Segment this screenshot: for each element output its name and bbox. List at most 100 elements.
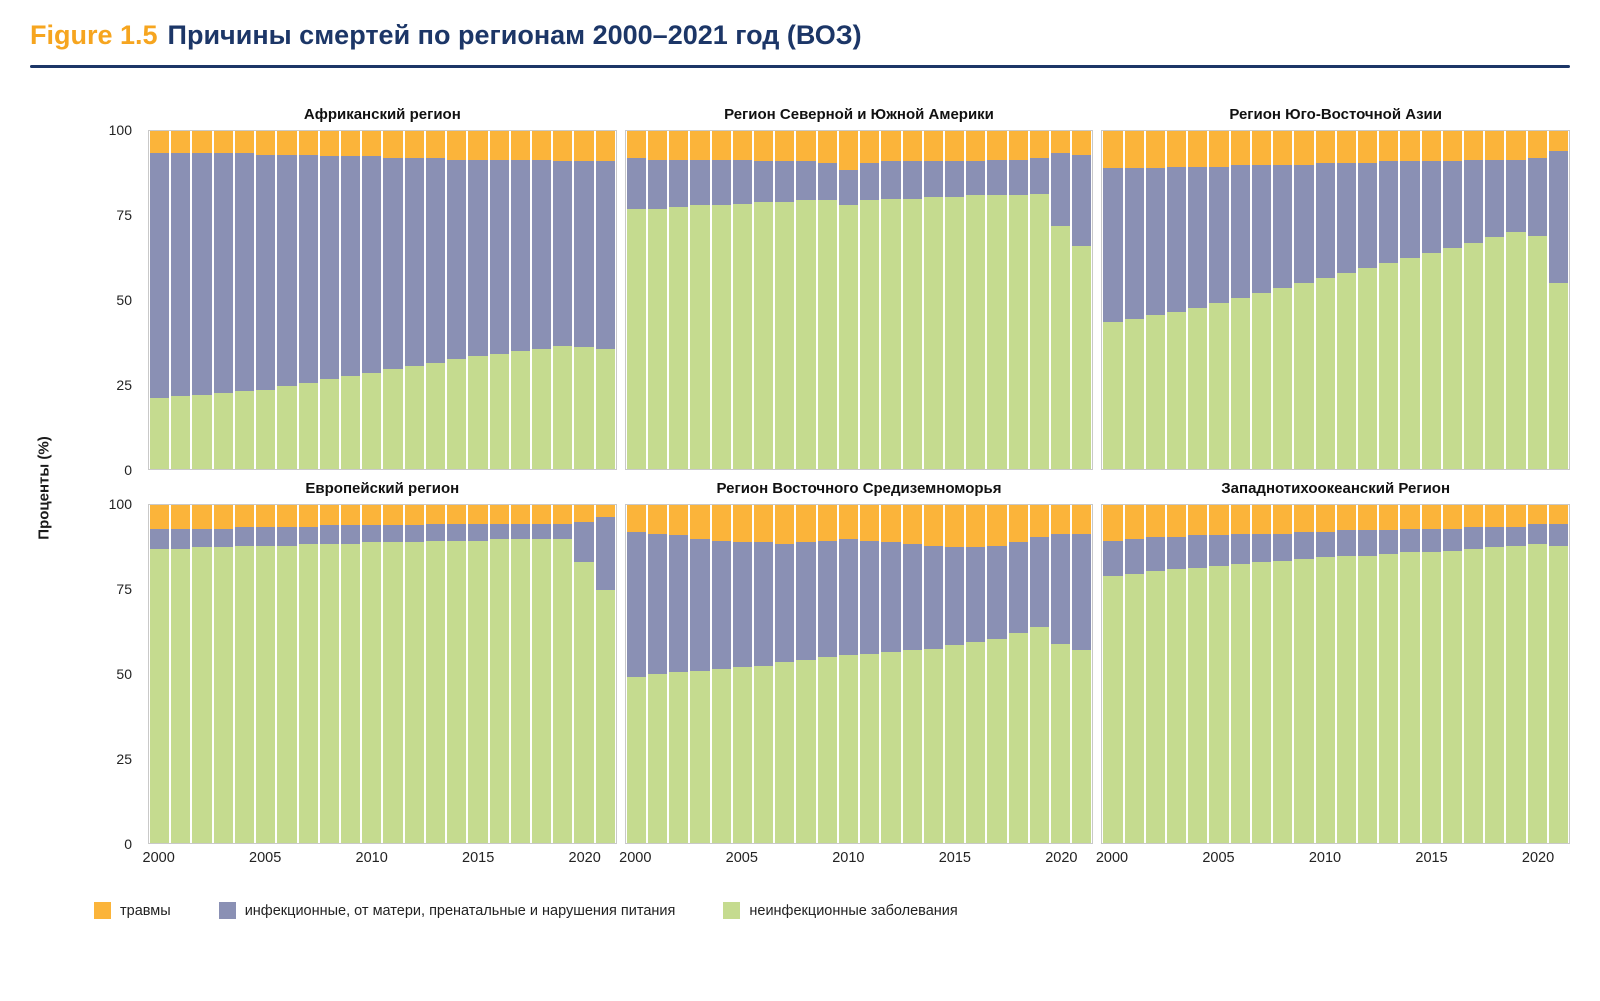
bar-segment-ncd (944, 196, 965, 469)
bar-segment-injuries (1464, 505, 1484, 527)
bar-segment-infectious (1421, 161, 1441, 253)
bar-segment-infectious (213, 528, 233, 548)
bar-segment-infectious (711, 540, 731, 669)
bar-segment-injuries (192, 131, 212, 153)
bar-segment-injuries (1336, 131, 1356, 164)
stacked-bar-2020 (1527, 505, 1547, 843)
stacked-bar-2007 (298, 131, 318, 469)
bar-segment-injuries (447, 131, 467, 160)
bar-segment-injuries (881, 505, 901, 543)
bar-segment-ncd (1527, 235, 1547, 469)
bar-segment-infectious (626, 532, 646, 678)
bar-segment-ncd (595, 589, 615, 843)
legend: травмы инфекционные, от матери, пренаталь… (94, 902, 1570, 919)
stacked-bar-2012 (1357, 131, 1378, 469)
stacked-bar-2019 (1029, 131, 1050, 469)
stacked-bar-2001 (171, 131, 191, 469)
stacked-bar-2008 (319, 505, 339, 843)
bar-segment-ncd (447, 359, 467, 469)
bar-segment-infectious (425, 523, 446, 541)
bar-segment-ncd (669, 672, 689, 843)
bar-segment-infectious (1008, 542, 1028, 634)
bar-segment-injuries (1400, 505, 1420, 529)
bar-segment-injuries (1251, 131, 1272, 165)
y-tick-label: 100 (108, 496, 132, 512)
bar-segment-injuries (383, 131, 403, 159)
bar-segment-infectious (531, 523, 552, 539)
stacked-bar-2015 (1421, 131, 1441, 469)
bar-segment-ncd (510, 538, 530, 843)
bar-segment-ncd (881, 198, 901, 469)
bar-segment-infectious (1145, 168, 1165, 316)
bar-segment-injuries (595, 131, 615, 162)
bar-segment-infectious (1103, 540, 1123, 576)
bar-segment-injuries (383, 505, 403, 526)
x-axis-labels: 2000 2005 2010 2015 2020 (619, 846, 1094, 872)
stacked-bar-2010 (1315, 131, 1335, 469)
panel-eastern-mediterranean-region: Регион Восточного Средиземноморья (624, 478, 1094, 844)
bar-segment-ncd (340, 543, 361, 843)
bar-segment-injuries (319, 505, 339, 526)
bar-segment-infectious (817, 163, 837, 201)
chart-row-bottom: 100 75 50 25 0 Европейский регион Регион Вос… (94, 478, 1570, 852)
stacked-bar-2001 (171, 505, 191, 843)
stacked-bar-2010 (362, 131, 382, 469)
bar-segment-infectious (1548, 523, 1569, 546)
bar-segment-infectious (753, 542, 774, 666)
stacked-bar-2016 (489, 131, 509, 469)
bar-segment-injuries (489, 131, 509, 160)
figure-title: Причины смертей по регионам 2000–2021 го… (167, 20, 862, 50)
bar-segment-injuries (574, 131, 594, 162)
bar-segment-infectious (690, 159, 710, 206)
x-tick-label: 2010 (355, 850, 388, 866)
x-tick-label: 2010 (832, 850, 865, 866)
bar-segment-ncd (1336, 272, 1356, 469)
stacked-bar-2004 (1188, 131, 1208, 469)
stacked-bar-2008 (796, 505, 816, 843)
bar-segment-ncd (1145, 570, 1165, 843)
bar-segment-infectious (171, 152, 191, 397)
bar-segment-injuries (626, 131, 646, 159)
bar-segment-ncd (860, 200, 880, 469)
bar-segment-infectious (1273, 164, 1293, 289)
stacked-bar-2014 (447, 505, 467, 843)
y-tick-label: 0 (124, 836, 132, 852)
bar-segment-ncd (213, 547, 233, 843)
bar-segment-injuries (817, 505, 837, 541)
y-tick-wrap: 100 75 50 25 0 (94, 496, 140, 852)
bar-segment-ncd (1251, 562, 1272, 843)
stacked-bar-2017 (510, 505, 530, 843)
y-tick-label: 75 (116, 207, 132, 223)
stacked-bar-2009 (1294, 131, 1314, 469)
bar-segment-injuries (234, 505, 255, 527)
bar-segment-injuries (1527, 505, 1547, 524)
bar-segment-infectious (753, 161, 774, 202)
bar-segment-infectious (1464, 526, 1484, 549)
bar-segment-injuries (574, 505, 594, 522)
stacked-bar-2014 (1400, 505, 1420, 843)
bar-segment-ncd (383, 369, 403, 469)
bar-segment-infectious (647, 533, 668, 674)
bar-segment-infectious (150, 152, 170, 399)
bar-segment-injuries (647, 505, 668, 534)
bar-segment-injuries (171, 131, 191, 153)
bar-segment-ncd (1051, 225, 1071, 469)
stacked-bar-2014 (923, 131, 943, 469)
bar-segment-infectious (510, 523, 530, 539)
bar-segment-injuries (510, 505, 530, 524)
stacked-bar-2009 (817, 131, 837, 469)
bar-segment-infectious (1442, 528, 1463, 551)
bar-segment-injuries (468, 505, 488, 524)
bar-segment-infectious (796, 161, 816, 201)
bar-segment-infectious (1051, 152, 1071, 226)
bar-segment-injuries (690, 505, 710, 539)
bar-segment-infectious (1379, 530, 1399, 555)
stacked-bar-2003 (1166, 131, 1187, 469)
bar-segment-injuries (902, 131, 922, 162)
bar-segment-ncd (319, 543, 339, 843)
legend-label: инфекционные, от матери, пренатальные и … (244, 902, 676, 919)
stacked-bar-2006 (1230, 505, 1250, 843)
bar-segment-ncd (1051, 643, 1071, 843)
bar-segment-infectious (192, 528, 212, 548)
bar-segment-infectious (881, 542, 901, 653)
